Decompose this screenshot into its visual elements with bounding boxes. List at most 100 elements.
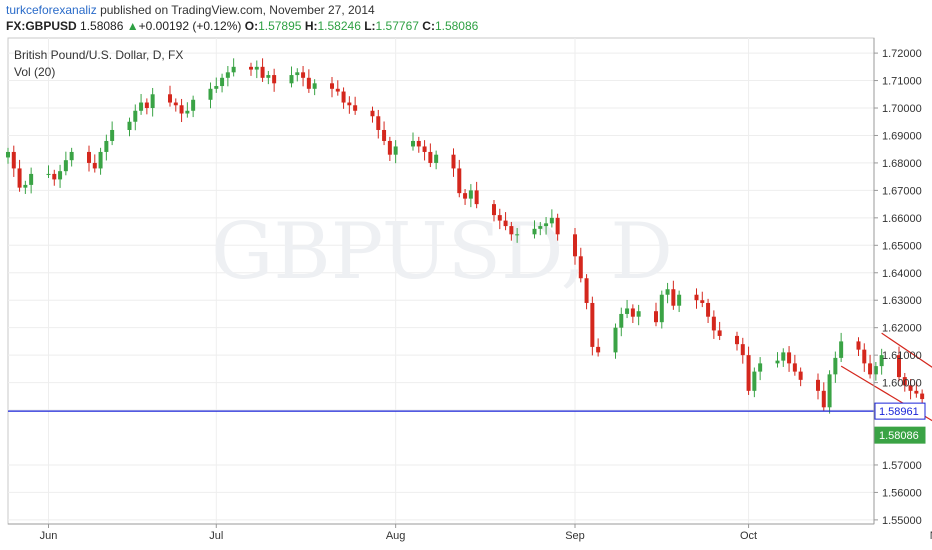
close-value: 1.58086	[434, 19, 479, 33]
candle-body	[301, 72, 306, 78]
candle-body	[821, 390, 826, 408]
candle-body	[816, 379, 820, 391]
candle-body	[266, 75, 271, 78]
candle-body	[775, 360, 780, 364]
candle-body	[52, 173, 57, 180]
time-tick-label: Jun	[40, 530, 58, 542]
candle-body	[492, 204, 496, 216]
candle-body	[665, 289, 670, 295]
candle-body	[63, 160, 68, 172]
candle-body	[422, 146, 427, 152]
candle-body	[584, 278, 589, 303]
price-tick-label: 1.70000	[882, 103, 922, 115]
candle-body	[839, 341, 844, 358]
candle-body	[920, 393, 925, 400]
candle-body	[191, 99, 196, 111]
candle-body	[382, 129, 387, 141]
level-badge-label: 1.58961	[879, 406, 919, 418]
candle-body	[781, 352, 786, 361]
candles	[6, 58, 925, 414]
price-badges: 1.58961 1.58086	[874, 402, 926, 444]
candle-body	[6, 151, 10, 158]
candle-body	[387, 140, 392, 155]
candle-body	[549, 217, 554, 224]
author-link[interactable]: turkceforexanaliz	[6, 3, 97, 17]
candle-body	[497, 215, 502, 221]
candle-body	[902, 377, 907, 386]
candle-body	[538, 226, 543, 229]
candle-body	[185, 110, 190, 114]
high-label: H:	[304, 19, 318, 33]
candle-body	[58, 171, 63, 180]
candle-body	[746, 355, 751, 391]
candle-body	[347, 102, 352, 106]
candle-body	[220, 77, 225, 87]
grid	[8, 38, 874, 524]
candle-body	[862, 349, 867, 364]
time-tick-label: Jul	[209, 530, 223, 542]
candle-body	[509, 226, 514, 235]
candle-body	[613, 327, 618, 353]
candle-body	[792, 363, 797, 372]
candle-body	[330, 83, 334, 89]
ticker-symbol[interactable]: FX:GBPUSD	[6, 19, 77, 33]
price-tick-label: 1.62000	[882, 323, 922, 335]
time-tick-label: Aug	[386, 530, 406, 542]
candle-body	[11, 151, 16, 169]
candle-body	[428, 151, 433, 163]
channel-lower-line	[840, 365, 932, 422]
candle-body	[758, 363, 763, 372]
candle-body	[879, 355, 884, 367]
candle-body	[23, 184, 28, 188]
candle-body	[225, 72, 230, 78]
candle-body	[856, 341, 861, 350]
price-axis[interactable]: 1.72000 1.71000 1.70000 1.69000 1.68000 1.670…	[874, 48, 922, 527]
time-tick-label: Nov	[930, 530, 932, 542]
candle-body	[752, 371, 757, 391]
candle-body	[208, 88, 213, 100]
candle-body	[659, 294, 664, 323]
candle-body	[434, 154, 439, 163]
publish-line: turkceforexanaliz published on TradingVi…	[6, 3, 375, 17]
candle-body	[110, 129, 115, 141]
candle-body	[555, 217, 560, 235]
candle-body	[468, 190, 473, 199]
price-tick-label: 1.71000	[882, 76, 922, 88]
price-tick-label: 1.68000	[882, 158, 922, 170]
close-label: C:	[422, 19, 435, 33]
candle-body	[341, 91, 346, 103]
price-tick-label: 1.63000	[882, 295, 922, 307]
candle-body	[411, 140, 415, 147]
candle-body	[214, 86, 219, 89]
indicator-label: Vol (20)	[14, 65, 55, 79]
candle-body	[868, 363, 873, 375]
open-value: 1.57895	[258, 19, 302, 33]
candle-body	[873, 366, 878, 375]
candle-body	[573, 234, 577, 257]
price-tick-label: 1.66000	[882, 213, 922, 225]
candle-body	[706, 302, 711, 317]
candle-body	[139, 102, 144, 111]
candle-body	[515, 234, 520, 236]
candle-body	[596, 346, 601, 353]
candle-body	[87, 151, 91, 163]
candle-body	[312, 83, 317, 89]
low-label: L:	[364, 19, 376, 33]
candle-body	[671, 289, 676, 306]
candle-body	[833, 357, 838, 375]
candle-body	[133, 110, 138, 122]
time-axis[interactable]: JunJulAugSepOctNovDec	[40, 524, 932, 542]
candle-body	[532, 228, 537, 235]
candle-body	[272, 75, 277, 84]
open-label: O:	[244, 19, 259, 33]
candle-body	[17, 168, 22, 188]
low-value: 1.57767	[375, 19, 419, 33]
candle-body	[150, 94, 155, 109]
candle-body	[677, 294, 682, 306]
candle-body	[370, 110, 375, 117]
header: turkceforexanaliz published on TradingVi…	[0, 0, 932, 36]
candle-body	[104, 140, 109, 152]
price-tick-label: 1.60000	[882, 378, 922, 390]
time-tick-label: Oct	[740, 530, 757, 542]
